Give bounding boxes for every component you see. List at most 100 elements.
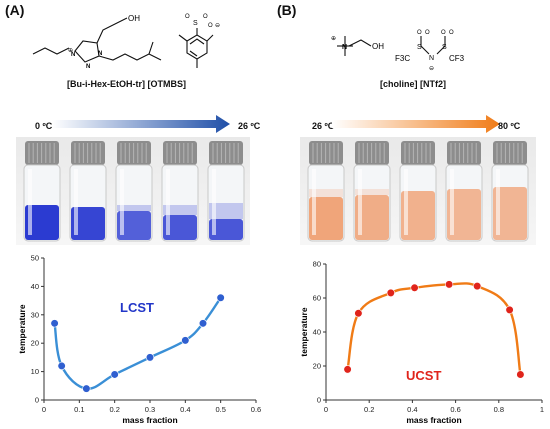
temp-start-a: 0 ºC [35, 121, 53, 131]
vials-photo-a [16, 137, 250, 245]
vial [69, 141, 107, 242]
temperature-arrow-a [52, 115, 230, 133]
vial [115, 141, 153, 242]
vial [207, 141, 245, 242]
vial [23, 141, 61, 242]
lcst-chart: 0 0.1 0.2 0.3 0.4 0.5 0.6 0 10 20 30 40 50 mass fract… [17, 254, 261, 426]
y-tick-label: 60 [313, 294, 321, 303]
vial-liquid [209, 219, 243, 240]
panel-b-label: (B) [277, 2, 297, 18]
vial-upper-phase [309, 189, 343, 197]
x-tick-label: 0.4 [180, 405, 190, 414]
x-tick-label: 0.3 [145, 405, 155, 414]
s-label-b1: S [417, 44, 422, 51]
panel-a-label: (A) [5, 2, 25, 18]
vials-photo-b [300, 137, 536, 245]
n-label-b: N [342, 44, 347, 51]
data-point [445, 280, 454, 289]
s-label-b2: S [442, 44, 447, 51]
y-tick-label: 40 [313, 328, 321, 337]
x-tick-label: 0.1 [74, 405, 84, 414]
y-axis-label: temperature [17, 304, 27, 353]
data-point [57, 361, 66, 371]
x-tick-label: 0.4 [407, 405, 417, 414]
y-tick-label: 20 [313, 362, 321, 371]
y-tick-label: 80 [313, 260, 321, 269]
vial-upper-phase [209, 203, 243, 219]
cf3b-label-b: CF3 [449, 54, 465, 63]
data-point [343, 365, 352, 374]
x-tick-label: 0.6 [450, 405, 460, 414]
vial [445, 141, 483, 242]
data-point [473, 281, 482, 291]
vial-liquid [447, 189, 481, 240]
temperature-arrow-b [332, 115, 500, 133]
n-label-a2: N [86, 64, 90, 70]
minus-charge-b: ⊖ [429, 66, 434, 72]
n-label-a3: N [98, 51, 102, 57]
x-tick-label: 0.2 [364, 405, 374, 414]
s-label-a: S [193, 20, 198, 27]
vial-upper-phase [163, 205, 197, 215]
data-point [516, 370, 525, 379]
x-tick-label: 0.2 [109, 405, 119, 414]
salt-label-b: [choline] [NTf2] [380, 79, 446, 89]
ucst-chart: 0 0.2 0.4 0.6 0.8 1 0 20 40 60 80 mass fraction temp… [299, 260, 544, 426]
vial [353, 141, 391, 242]
vial-upper-phase [355, 189, 389, 195]
vial-liquid [401, 191, 435, 240]
salt-label-a: [Bu-i-Hex-EtOH-tr] [OTMBS] [67, 79, 186, 89]
plus-charge-b: ⊕ [331, 36, 336, 42]
vial-liquid [355, 195, 389, 240]
minus-charge-a: ⊖ [215, 23, 220, 29]
series-line [346, 282, 522, 375]
vial-liquid [309, 197, 343, 240]
data-point [110, 370, 119, 379]
data-point [505, 305, 514, 315]
y-tick-label: 10 [31, 367, 39, 376]
structure-b: N ⊕ OH F3C S N ⊖ S CF3 O O O O [331, 30, 465, 72]
y-tick-label: 20 [31, 339, 39, 348]
data-point [82, 384, 91, 393]
o-label-a1: O [185, 14, 190, 20]
vial-liquid [25, 205, 59, 240]
x-tick-label: 0 [42, 405, 46, 414]
y-tick-label: 0 [35, 396, 39, 405]
oh-label-a: OH [128, 14, 140, 23]
o-label-b2: O [425, 30, 430, 36]
o-label-b4: O [449, 30, 454, 36]
x-tick-label: 1 [540, 405, 544, 414]
data-point [354, 309, 363, 318]
temp-start-b: 26 ºC [312, 121, 335, 131]
structure-a: ⊕ N N N OH S O O O ⊖ [32, 14, 220, 70]
o-label-b3: O [441, 30, 446, 36]
vial [307, 141, 345, 242]
vial-liquid [117, 211, 151, 240]
data-point [50, 319, 59, 328]
y-tick-label: 0 [317, 396, 321, 405]
temp-end-a: 26 ºC [238, 121, 261, 131]
n-label-b2: N [429, 55, 434, 62]
y-tick-label: 30 [31, 310, 39, 319]
data-point [410, 283, 419, 292]
data-point [181, 336, 190, 345]
data-point [386, 288, 395, 298]
n-label-a1: N [71, 52, 75, 58]
data-point [198, 319, 208, 328]
o-label-a3: O [208, 23, 213, 29]
vial [399, 141, 437, 242]
chart-label: LCST [120, 300, 154, 315]
x-axis-label: mass fraction [122, 415, 177, 425]
o-label-b1: O [417, 30, 422, 36]
vial-liquid [493, 187, 527, 240]
chart-label: UCST [406, 368, 441, 383]
o-label-a2: O [203, 14, 208, 20]
vial [161, 141, 199, 242]
vial-liquid [163, 215, 197, 240]
temp-end-b: 80 ºC [498, 121, 521, 131]
x-tick-label: 0.5 [215, 405, 225, 414]
oh-label-b: OH [372, 42, 384, 51]
data-point [145, 353, 155, 362]
vial-liquid [71, 207, 105, 240]
plus-charge-a: ⊕ [68, 48, 73, 54]
